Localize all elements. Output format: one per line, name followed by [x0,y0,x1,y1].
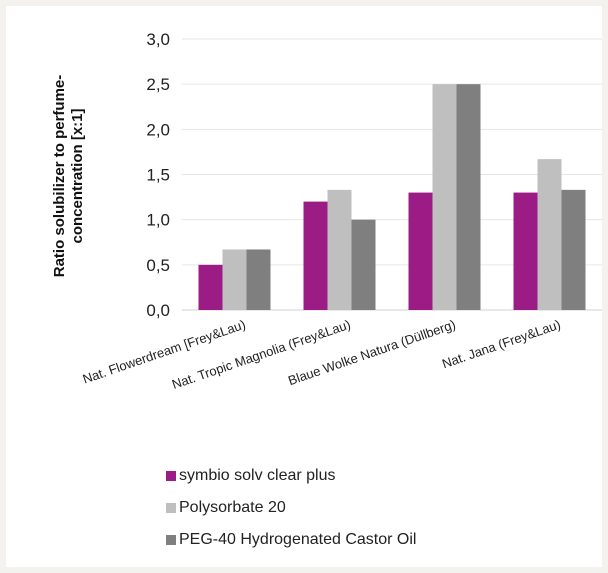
legend-swatch [166,503,176,513]
x-tick-label: Nat. Jana (Frey&Lau) [440,317,562,372]
bar-chart: 0,0 0,5 1,0 1,5 2,0 2,5 3,0 Nat. Flowerdream [F… [51,30,602,392]
x-tick-label: Blaue Wolke Natura (Düllberg) [286,317,457,389]
bar [327,189,352,310]
bar [351,219,376,310]
bar [198,264,223,310]
bar [222,249,247,310]
bar [246,249,271,310]
legend-label: Polysorbate 20 [179,499,286,516]
legend-item-polysorbate: Polysorbate 20 [166,492,416,524]
x-tick-label: Nat. Flowerdream [Frey&Lau) [81,317,248,387]
bar [432,84,457,311]
bar [408,192,433,310]
y-tick-label: 2,5 [146,75,170,94]
y-tick-label: 1,0 [146,211,170,230]
bar [456,84,481,311]
legend-label: PEG-40 Hydrogenated Castor Oil [179,531,417,548]
legend-item-peg40: PEG-40 Hydrogenated Castor Oil [166,524,416,556]
y-axis-label-line: Ratio solubilizer to perfume- [51,75,68,278]
y-axis-label-line: concentration [x:1] [69,108,86,243]
legend-label: symbio solv clear plus [179,467,336,484]
x-tick-label: Nat. Tropic Magnolia (Frey&Lau) [170,317,353,392]
y-axis-label: Ratio solubilizer to perfume-concentrati… [51,75,86,278]
legend: symbio solv clear plus Polysorbate 20 PE… [166,460,416,556]
bar [537,159,562,310]
bar [513,192,538,310]
chart-frame: 0,0 0,5 1,0 1,5 2,0 2,5 3,0 Nat. Flowerdream [F… [6,6,602,567]
bar [303,201,328,310]
y-tick-label: 1,5 [146,166,170,185]
bar [561,189,586,310]
y-tick-label: 2,0 [146,120,170,139]
y-tick-label: 3,0 [146,30,170,49]
legend-swatch [166,471,176,481]
y-tick-label: 0,5 [146,256,170,275]
legend-item-symbio: symbio solv clear plus [166,460,416,492]
legend-swatch [166,535,176,545]
y-tick-label: 0,0 [146,301,170,320]
